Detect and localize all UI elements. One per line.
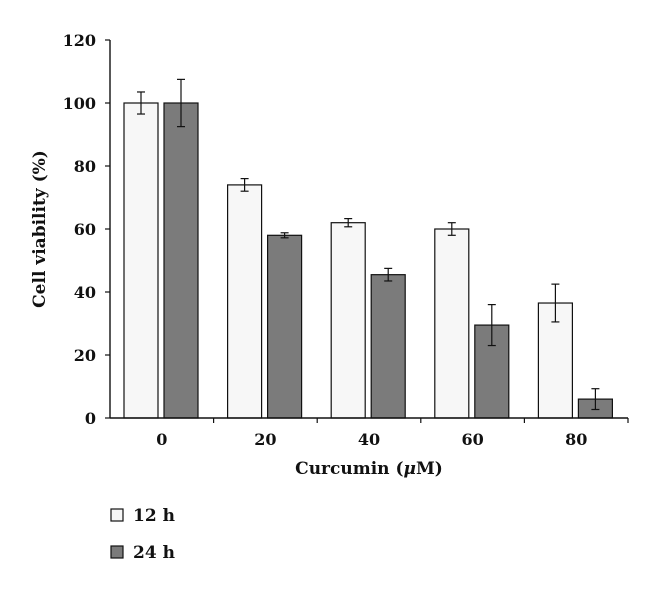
x-axis-title-suffix: M) — [416, 459, 443, 479]
error-bar-12h-20 — [240, 178, 249, 192]
bar-12h-40 — [330, 222, 366, 419]
error-bar-24h-0 — [177, 78, 185, 128]
error-bar-12h-40 — [344, 218, 353, 228]
x-ticks-layer: 0 20 40 60 80 — [156, 418, 629, 449]
bar-12h-0 — [123, 102, 159, 419]
legend-swatch-24h — [110, 545, 124, 559]
legend-label-12h: 12 h — [133, 506, 175, 526]
y-tick-label-20: 20 — [74, 346, 96, 365]
bar-12h-60 — [434, 228, 470, 419]
x-tick-label-20: 20 — [254, 430, 276, 449]
error-bar-24h-20 — [280, 232, 289, 239]
y-tick-label-60: 60 — [74, 220, 96, 239]
x-axis-title-prefix: Curcumin ( — [295, 459, 403, 479]
y-tick-label-100: 100 — [63, 94, 96, 113]
error-bar-24h-80 — [591, 388, 600, 411]
x-axis-title: Curcumin (μM) — [295, 459, 443, 479]
error-bar-12h-0 — [137, 91, 145, 115]
legend: 12 h 24 h — [110, 506, 175, 563]
x-tick-label-40: 40 — [358, 430, 380, 449]
error-bar-24h-40 — [384, 267, 393, 282]
y-tick-label-0: 0 — [85, 409, 96, 428]
bar-24h-40 — [370, 274, 406, 419]
legend-swatch-12h — [110, 508, 124, 522]
x-tick-label-80: 80 — [565, 430, 587, 449]
bar-24h-0 — [163, 102, 199, 419]
legend-label-24h: 24 h — [133, 543, 175, 563]
y-tick-label-40: 40 — [74, 283, 96, 302]
x-tick-label-0: 0 — [156, 430, 167, 449]
legend-item-24h: 24 h — [110, 543, 175, 563]
x-axis-title-unit-symbol: μ — [404, 459, 416, 479]
bar-12h-20 — [227, 184, 263, 419]
legend-item-12h: 12 h — [110, 506, 175, 526]
error-bars-layer — [137, 78, 600, 411]
y-ticks-layer: 0 20 40 60 80 100 120 — [63, 31, 110, 428]
bars-layer — [123, 102, 614, 419]
error-bar-12h-60 — [447, 222, 456, 236]
error-bar-24h-60 — [487, 304, 496, 347]
x-tick-label-60: 60 — [461, 430, 483, 449]
y-tick-label-120: 120 — [63, 31, 96, 50]
bar-24h-20 — [267, 234, 303, 419]
y-tick-label-80: 80 — [74, 157, 96, 176]
y-axis-title: Cell viability (%) — [30, 150, 50, 308]
error-bar-12h-80 — [551, 283, 560, 323]
